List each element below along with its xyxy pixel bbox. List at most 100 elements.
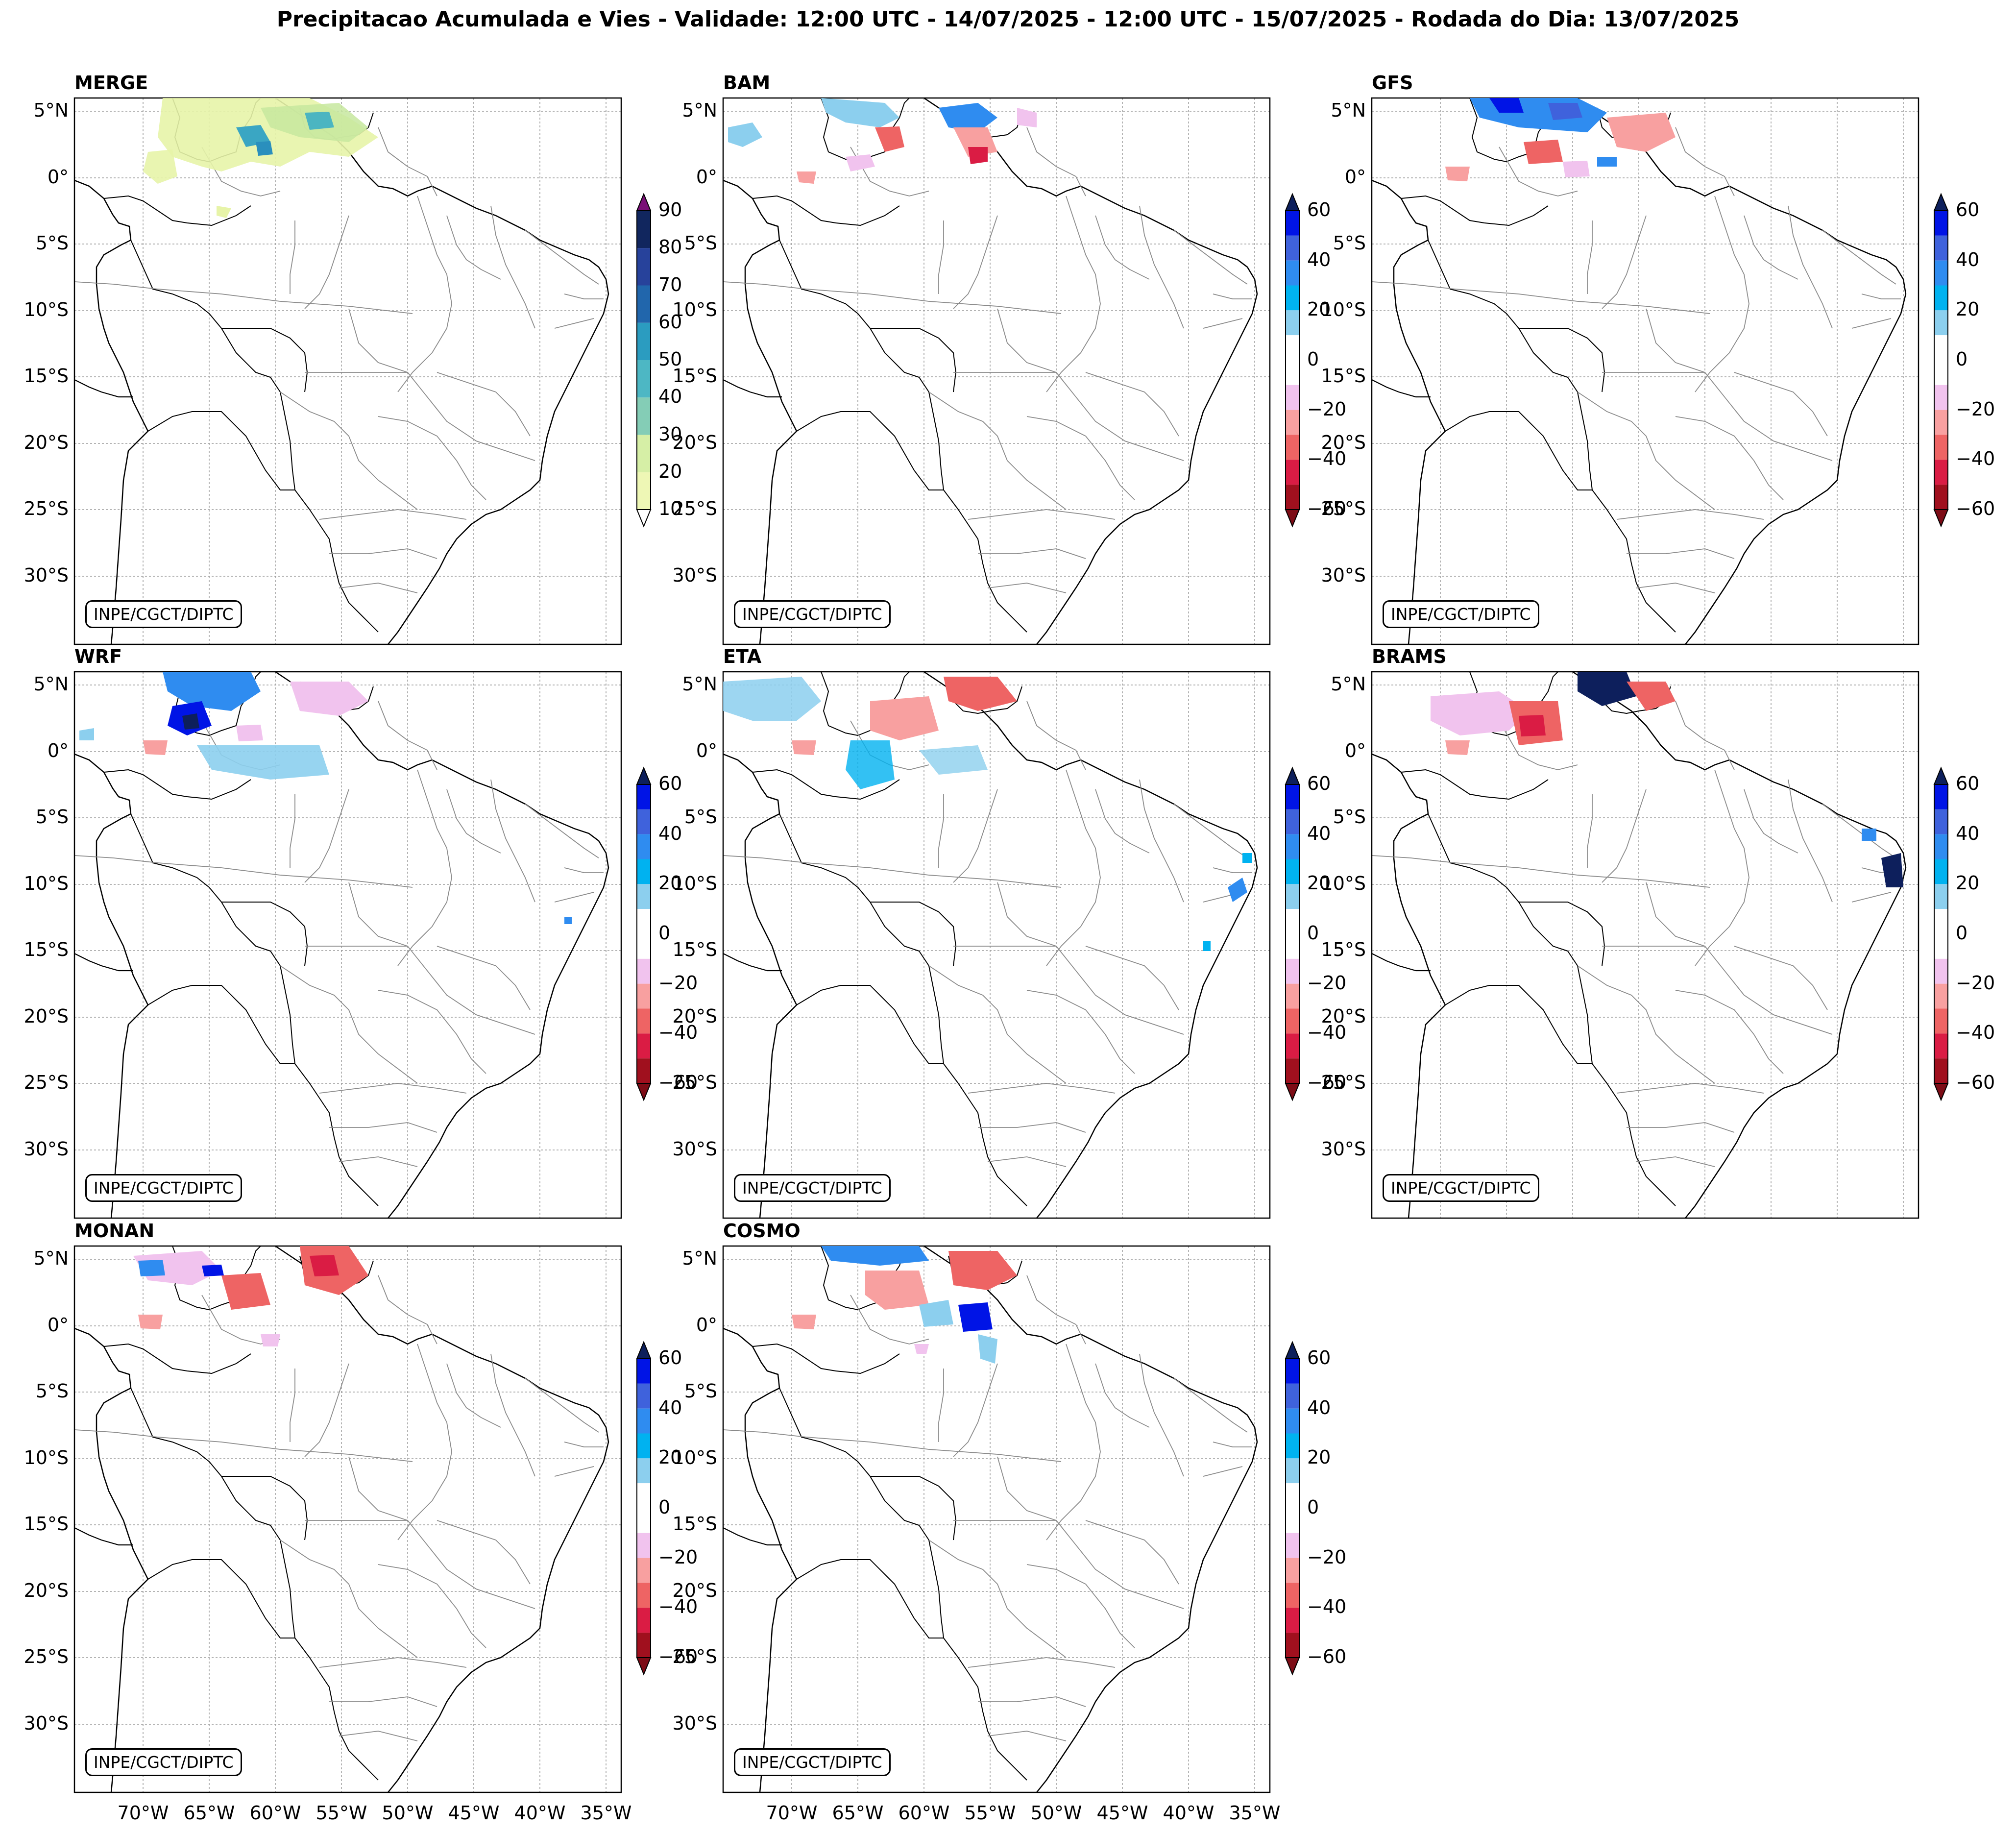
lat-label: 25°S: [672, 1072, 717, 1093]
colorbar-tick-label: 20: [1956, 872, 1980, 894]
colorbar-tick-label: −60: [658, 1646, 698, 1667]
colorbar-tick-label: −20: [1307, 1546, 1347, 1568]
colorbar-segment: [637, 784, 651, 809]
lat-label: 0°: [47, 740, 69, 761]
colorbar-segment: [1286, 958, 1299, 984]
colorbar-segment: [1286, 1033, 1299, 1059]
colorbar-extend-over: [636, 766, 652, 785]
lat-label: 5°S: [35, 232, 69, 254]
colorbar-tick-label: 10: [658, 498, 682, 519]
colorbar-segment: [637, 1359, 651, 1384]
lat-label: 20°S: [24, 432, 69, 453]
colorbar-tick-label: −60: [1956, 1072, 1995, 1093]
lat-label: 5°S: [35, 1380, 69, 1402]
lon-label: 65°W: [832, 1802, 884, 1824]
colorbar-wrf: [636, 766, 652, 1101]
colorbar-segment: [637, 859, 651, 884]
colorbar-segment: [637, 1008, 651, 1034]
colorbar-segment: [1286, 260, 1299, 286]
lat-label: 5°S: [1333, 806, 1366, 828]
lon-label: 50°W: [1030, 1802, 1082, 1824]
colorbar-segment: [1286, 1408, 1299, 1434]
colorbar-segment: [1286, 1583, 1299, 1608]
credit-label-brams: INPE/CGCT/DIPTC: [1383, 1174, 1539, 1202]
bias-field-bam: [728, 98, 1037, 184]
lat-label: 0°: [696, 1314, 717, 1336]
lon-label: 35°W: [1229, 1802, 1281, 1824]
colorbar-tick-label: 20: [658, 872, 682, 894]
lat-label: 20°S: [672, 1580, 717, 1601]
panel-title-brams: BRAMS: [1372, 646, 1447, 667]
colorbar-segment: [637, 1433, 651, 1459]
colorbar-segment: [637, 1533, 651, 1558]
lat-label: 5°N: [33, 1247, 69, 1269]
colorbar-tick-label: 70: [658, 273, 682, 295]
lat-label: 25°S: [672, 498, 717, 519]
colorbar-segment: [1934, 485, 1948, 510]
colorbar-tick-label: −20: [1307, 972, 1347, 994]
bias-field-monan: [133, 1246, 368, 1346]
colorbar-tick-label: 0: [1307, 1496, 1319, 1518]
lat-label: 15°S: [24, 365, 69, 387]
lon-label: 35°W: [580, 1802, 632, 1824]
lat-label: 5°N: [33, 99, 69, 121]
colorbar-segment: [1934, 235, 1948, 261]
colorbar-segment: [1286, 385, 1299, 410]
colorbar-segment: [1286, 485, 1299, 510]
colorbar-tick-label: 20: [1307, 1446, 1331, 1468]
bias-field-brams: [1431, 672, 1903, 887]
map-panel-bam: BAM: [723, 72, 1270, 644]
precip-field-merge: [143, 98, 378, 218]
colorbar-segment: [637, 360, 651, 398]
lon-label: 55°W: [316, 1802, 367, 1824]
colorbar-extend-over: [1285, 193, 1300, 211]
lat-label: 10°S: [1321, 873, 1366, 894]
colorbar-segment: [1934, 834, 1948, 859]
lat-label: 25°S: [24, 498, 69, 519]
lat-label: 30°S: [672, 564, 717, 586]
panel-title-cosmo: COSMO: [723, 1220, 801, 1242]
colorbar-segment: [1934, 983, 1948, 1009]
lat-label: 25°S: [24, 1072, 69, 1093]
colorbar-tick-label: −20: [1956, 398, 1995, 420]
colorbar-cosmo: [1285, 1341, 1300, 1676]
colorbar-segment: [1286, 884, 1299, 909]
credit-label-bam: INPE/CGCT/DIPTC: [734, 600, 891, 628]
lon-label: 55°W: [964, 1802, 1016, 1824]
lat-label: 20°S: [672, 432, 717, 453]
lon-label: 45°W: [448, 1802, 500, 1824]
lat-label: 5°N: [682, 99, 717, 121]
colorbar-tick-label: 40: [1956, 248, 1980, 270]
colorbar-segment: [1286, 360, 1299, 385]
lat-label: 10°S: [672, 873, 717, 894]
lat-label: 15°S: [672, 1513, 717, 1535]
lon-label: 40°W: [1163, 1802, 1214, 1824]
colorbar-segment: [637, 1583, 651, 1608]
colorbar-segment: [637, 435, 651, 472]
colorbar-tick-label: −40: [658, 1022, 698, 1044]
colorbar-segment: [637, 397, 651, 435]
colorbar-segment: [1286, 410, 1299, 435]
colorbar-tick-label: −60: [1307, 498, 1347, 519]
lat-label: 25°S: [672, 1646, 717, 1667]
lat-label: 30°S: [672, 1138, 717, 1160]
colorbar-tick-label: −40: [1307, 1596, 1347, 1618]
colorbar-tick-label: 20: [658, 460, 682, 482]
colorbar-tick-label: 0: [658, 922, 671, 944]
colorbar-segment: [637, 1058, 651, 1083]
colorbar-tick-label: 60: [1307, 1347, 1331, 1369]
panel-title-eta: ETA: [723, 646, 762, 667]
colorbar-merge: [636, 193, 652, 528]
bias-field-gfs: [1445, 98, 1676, 181]
colorbar-segment: [1286, 1383, 1299, 1409]
colorbar-segment: [1934, 310, 1948, 336]
colorbar-segment: [1286, 1359, 1299, 1384]
lat-label: 10°S: [24, 299, 69, 320]
colorbar-tick-label: −20: [1956, 972, 1995, 994]
panel-title-gfs: GFS: [1372, 72, 1413, 94]
lat-label: 10°S: [24, 873, 69, 894]
lat-label: 5°S: [35, 806, 69, 828]
bias-field-eta: [723, 677, 1252, 951]
bias-field-cosmo: [792, 1246, 1017, 1364]
colorbar-segment: [1934, 809, 1948, 834]
